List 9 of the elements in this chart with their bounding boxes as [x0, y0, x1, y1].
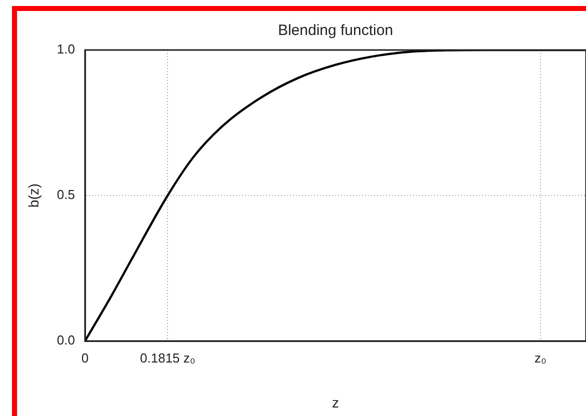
y-tick-label: 1.0: [56, 42, 75, 57]
x-tick-label: 0: [81, 350, 89, 366]
x-axis-title: z: [332, 394, 339, 410]
x-tick-label: z₀: [534, 350, 546, 366]
chart-title: Blending function: [278, 22, 394, 40]
y-axis-title: b(z): [25, 183, 42, 208]
y-tick-label: 0.0: [56, 332, 75, 348]
y-tick-label: 0.5: [56, 187, 75, 202]
x-tick-label: 0.1815 z₀: [140, 350, 196, 366]
